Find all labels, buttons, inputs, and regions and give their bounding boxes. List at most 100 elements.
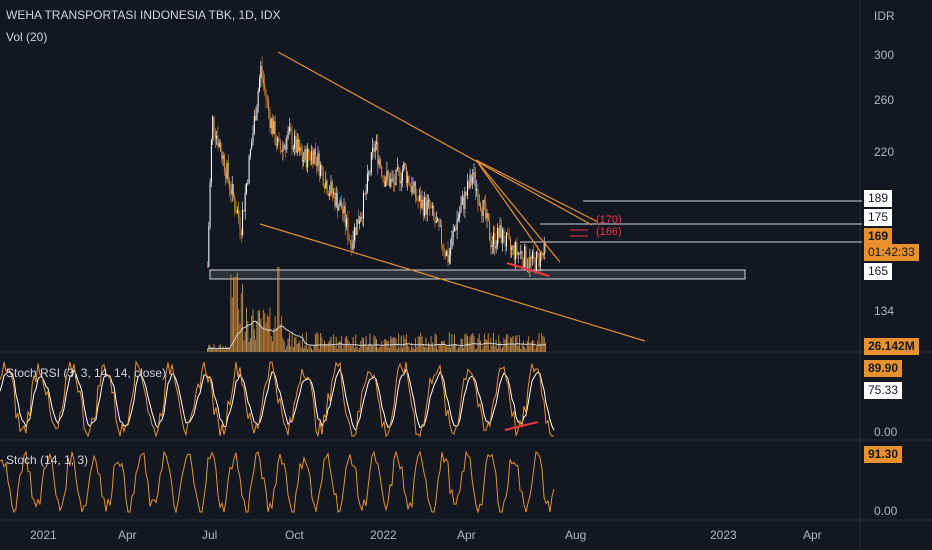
candle-body	[415, 181, 416, 198]
candle-body	[511, 247, 513, 250]
volume-bar	[227, 347, 229, 352]
candle-body	[209, 182, 211, 227]
candle-body	[239, 217, 241, 231]
volume-bar	[467, 335, 468, 352]
candle-body	[489, 221, 491, 241]
volume-bar	[207, 348, 208, 352]
volume-bar	[350, 345, 351, 352]
time-label-aug-2022: Aug	[565, 528, 587, 542]
fan-line-2[interactable]	[475, 159, 546, 259]
candle-body	[500, 225, 502, 243]
volume-bar	[502, 347, 504, 352]
candle-body	[485, 203, 487, 219]
volume-bar	[260, 318, 262, 352]
fan-line-1[interactable]	[475, 159, 561, 263]
candle-body	[469, 174, 471, 188]
candle-body	[426, 201, 428, 215]
volume-bar	[277, 267, 279, 352]
volume-bar	[298, 343, 299, 352]
support-zone[interactable]	[209, 269, 746, 280]
candle-body	[361, 216, 363, 219]
volume-bar	[334, 346, 336, 352]
candle-body	[486, 213, 488, 219]
volume-bar	[465, 333, 467, 352]
volume-bar	[226, 347, 228, 352]
volume-bar	[307, 349, 309, 352]
volume-bar	[240, 293, 242, 352]
volume-bar	[381, 341, 383, 352]
candle-body	[337, 193, 338, 211]
candle-body	[394, 182, 396, 185]
candle-body	[269, 110, 271, 128]
stoch-label[interactable]: Stoch (14, 1, 3)	[6, 453, 89, 467]
divergence-line-price[interactable]	[506, 262, 550, 277]
volume-bar	[481, 349, 483, 352]
volume-bar	[487, 333, 489, 352]
volume-bar	[364, 344, 366, 352]
candle-body	[387, 170, 389, 177]
candle-body	[266, 98, 268, 101]
stoch-rsi-label[interactable]: Stoch RSI (3, 3, 14, 14, close)	[6, 366, 167, 380]
candle-body	[285, 145, 286, 150]
volume-bar	[327, 342, 329, 352]
volume-bar	[386, 341, 388, 352]
candle-body	[409, 185, 411, 186]
candle-body	[377, 141, 379, 165]
candle-body	[274, 121, 276, 144]
candle-body	[369, 172, 371, 174]
volume-bar	[324, 340, 325, 352]
volume-bar	[261, 327, 263, 352]
candle-body	[437, 218, 439, 221]
volume-bar	[508, 345, 510, 352]
volume-bar	[256, 321, 258, 352]
candle-body	[326, 180, 328, 195]
volume-bar	[498, 335, 500, 352]
candle-body	[316, 156, 318, 166]
time-label-jul-2021: Jul	[202, 528, 218, 542]
candle-body	[528, 266, 530, 268]
volume-bar	[476, 348, 478, 352]
volume-bar	[517, 345, 519, 352]
volume-bars	[207, 267, 546, 352]
candle-body	[212, 116, 214, 140]
volume-bar	[222, 346, 224, 352]
divergence-line-stoch-rsi[interactable]	[504, 421, 539, 431]
volume-bar	[311, 348, 312, 352]
stoch-rsi-axis-zero: 0.00	[874, 425, 898, 439]
volume-bar	[382, 346, 384, 352]
volume-bar	[347, 339, 349, 352]
volume-bar	[408, 346, 410, 352]
volume-bar	[452, 343, 454, 352]
volume-bar	[244, 331, 246, 352]
upper-channel-line[interactable]	[277, 51, 593, 226]
lower-channel-line[interactable]	[259, 223, 646, 342]
candle-body	[352, 240, 354, 250]
candle-body	[403, 162, 405, 171]
candle-body	[221, 151, 223, 159]
volume-bar	[339, 341, 341, 352]
volume-bar	[217, 348, 219, 352]
volume-bar	[499, 341, 501, 352]
volume-bar	[216, 348, 218, 352]
volume-bar	[538, 333, 540, 352]
candle-body	[503, 229, 505, 244]
candle-body	[493, 233, 494, 245]
volume-bar	[359, 347, 361, 352]
candle-body	[398, 167, 400, 170]
fan-line-3[interactable]	[475, 159, 599, 223]
candle-body	[481, 210, 483, 217]
stoch-line	[0, 450, 555, 514]
candle-body	[533, 252, 535, 259]
volume-bar	[290, 346, 292, 352]
candle-body	[530, 256, 532, 259]
volume-indicator-label[interactable]: Vol (20)	[6, 30, 48, 44]
volume-bar	[265, 322, 267, 352]
volume-bar	[451, 334, 453, 352]
candle-body	[247, 182, 249, 184]
volume-bar	[470, 334, 472, 352]
candle-body	[260, 66, 262, 79]
volume-bar	[239, 323, 241, 352]
candle-body	[429, 200, 431, 208]
candle-body	[482, 200, 484, 217]
